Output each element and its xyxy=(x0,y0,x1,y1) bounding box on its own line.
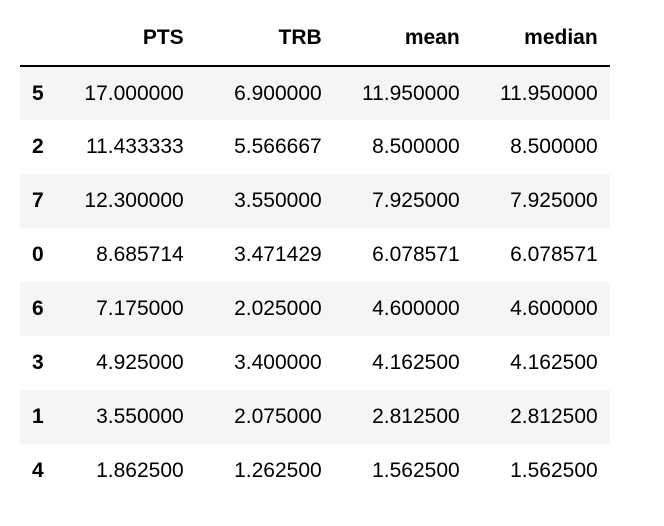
cell-pts: 12.300000 xyxy=(84,189,184,212)
cell-mean: 6.078571 xyxy=(372,243,460,266)
row-index: 4 xyxy=(32,459,44,482)
table-header: PTS TRB mean median xyxy=(20,10,610,67)
column-header-trb: TRB xyxy=(195,10,334,67)
cell-pts: 8.685714 xyxy=(96,243,184,266)
cell-trb: 5.566667 xyxy=(234,135,322,158)
cell-trb: 6.900000 xyxy=(234,81,322,105)
table-row: 4 1.862500 1.262500 1.562500 1.562500 xyxy=(20,444,610,498)
table-row: 7 12.300000 3.550000 7.925000 7.925000 xyxy=(20,174,610,228)
table-row: 6 7.175000 2.025000 4.600000 4.600000 xyxy=(20,282,610,336)
cell-pts: 11.433333 xyxy=(85,135,184,158)
row-index: 7 xyxy=(32,189,44,212)
cell-median: 7.925000 xyxy=(510,189,598,212)
dataframe-table: PTS TRB mean median 5 17.000000 6.900000… xyxy=(20,10,610,498)
row-index: 0 xyxy=(32,243,44,266)
cell-mean: 4.600000 xyxy=(372,297,460,320)
table-row: 1 3.550000 2.075000 2.812500 2.812500 xyxy=(20,390,610,444)
cell-mean: 1.562500 xyxy=(372,459,460,482)
cell-trb: 3.400000 xyxy=(234,351,322,374)
cell-trb: 2.025000 xyxy=(234,297,322,320)
row-index: 2 xyxy=(32,135,44,158)
index-column-header xyxy=(20,10,58,67)
table-row: 3 4.925000 3.400000 4.162500 4.162500 xyxy=(20,336,610,390)
row-index: 5 xyxy=(32,81,44,105)
row-index: 1 xyxy=(32,405,44,428)
cell-median: 4.162500 xyxy=(510,351,598,374)
table-row: 0 8.685714 3.471429 6.078571 6.078571 xyxy=(20,228,610,282)
cell-median: 1.562500 xyxy=(510,459,598,482)
table-body: 5 17.000000 6.900000 11.950000 11.950000… xyxy=(20,66,610,498)
cell-median: 11.950000 xyxy=(499,81,598,105)
column-header-median: median xyxy=(471,10,610,67)
cell-pts: 17.000000 xyxy=(84,81,184,105)
cell-trb: 3.471429 xyxy=(234,243,322,266)
row-index: 3 xyxy=(32,351,44,374)
cell-mean: 8.500000 xyxy=(372,135,460,158)
column-header-mean: mean xyxy=(333,10,472,67)
row-index: 6 xyxy=(32,297,44,320)
cell-pts: 7.175000 xyxy=(96,297,184,320)
cell-pts: 1.862500 xyxy=(96,459,184,482)
cell-mean: 4.162500 xyxy=(372,351,460,374)
cell-median: 4.600000 xyxy=(510,297,598,320)
header-row: PTS TRB mean median xyxy=(20,10,610,67)
cell-pts: 4.925000 xyxy=(96,351,184,374)
cell-median: 2.812500 xyxy=(510,405,598,428)
cell-mean: 7.925000 xyxy=(372,189,460,212)
cell-mean: 2.812500 xyxy=(372,405,460,428)
table-row: 2 11.433333 5.566667 8.500000 8.500000 xyxy=(20,120,610,174)
cell-mean: 11.950000 xyxy=(361,81,460,105)
column-header-pts: PTS xyxy=(57,10,196,67)
cell-trb: 1.262500 xyxy=(234,459,322,482)
cell-median: 6.078571 xyxy=(510,243,598,266)
dataframe-output: PTS TRB mean median 5 17.000000 6.900000… xyxy=(20,10,610,498)
cell-trb: 3.550000 xyxy=(234,189,322,212)
cell-pts: 3.550000 xyxy=(96,405,184,428)
cell-trb: 2.075000 xyxy=(234,405,322,428)
table-row: 5 17.000000 6.900000 11.950000 11.950000 xyxy=(20,66,610,120)
cell-median: 8.500000 xyxy=(510,135,598,158)
